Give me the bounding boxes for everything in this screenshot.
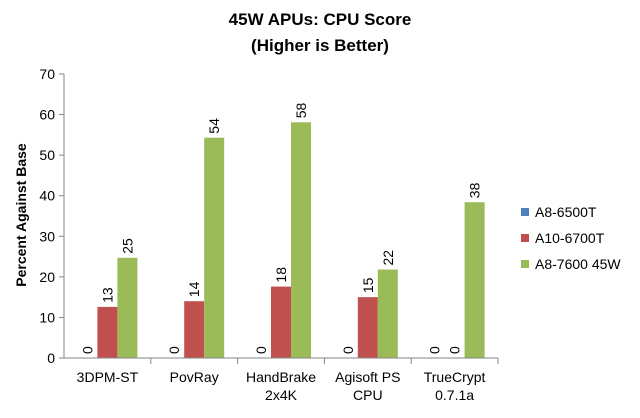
- data-label: 0: [166, 346, 182, 354]
- data-label: 18: [273, 267, 289, 283]
- data-label: 13: [99, 287, 115, 303]
- x-tick-label: Agisoft PS: [335, 369, 400, 385]
- data-label: 14: [186, 281, 202, 297]
- x-tick-label: TrueCrypt: [424, 369, 486, 385]
- bar: [97, 306, 118, 358]
- legend-label: A10-6700T: [535, 230, 605, 246]
- data-label: 58: [293, 102, 309, 118]
- y-tick-label: 0: [47, 350, 55, 366]
- legend: A8-6500T A10-6700T A8-7600 45W: [521, 204, 621, 272]
- x-tick-label: 3DPM-ST: [77, 369, 139, 385]
- chart-title: 45W APUs: CPU Score: [229, 10, 412, 29]
- y-tick-label: 60: [39, 107, 55, 123]
- bar: [204, 137, 225, 358]
- y-tick-label: 70: [39, 66, 55, 82]
- legend-swatch: [521, 208, 529, 216]
- y-tick-label: 10: [39, 309, 55, 325]
- x-tick-label: 0.7.1a: [435, 387, 474, 403]
- bar: [117, 257, 138, 358]
- data-label: 25: [119, 238, 135, 254]
- data-label: 0: [79, 346, 95, 354]
- y-tick-label: 20: [39, 269, 55, 285]
- chart-subtitle: (Higher is Better): [251, 36, 389, 55]
- bar: [377, 269, 398, 358]
- data-label: 15: [360, 277, 376, 293]
- legend-item: A8-6500T: [521, 204, 597, 220]
- legend-label: A8-7600 45W: [535, 256, 621, 272]
- y-axis-label: Percent Against Base: [13, 143, 29, 287]
- legend-swatch: [521, 234, 529, 242]
- y-tick-label: 50: [39, 147, 55, 163]
- x-tick-label: 2x4K: [265, 387, 298, 403]
- data-label: 54: [206, 118, 222, 134]
- data-label: 0: [253, 346, 269, 354]
- bar: [271, 286, 291, 358]
- y-tick-label: 30: [39, 228, 55, 244]
- data-label: 22: [380, 250, 396, 266]
- data-label: 0: [340, 346, 356, 354]
- legend-label: A8-6500T: [535, 204, 597, 220]
- x-tick-label: CPU: [353, 387, 383, 403]
- bar: [184, 301, 205, 358]
- x-tick-label: PovRay: [170, 369, 219, 385]
- x-tick-label: HandBrake: [246, 369, 316, 385]
- legend-swatch: [521, 260, 529, 268]
- plot-area: 0 10 20 30 40 50 60 70 0 13 25 3DPM-ST 0 14 54 PovRay 0 1…: [39, 66, 499, 403]
- bar: [464, 202, 485, 358]
- bar: [291, 122, 311, 358]
- data-label: 0: [427, 346, 443, 354]
- data-label: 0: [447, 346, 463, 354]
- legend-item: A10-6700T: [521, 230, 605, 246]
- bar: [357, 297, 378, 358]
- legend-item: A8-7600 45W: [521, 256, 621, 272]
- data-label: 38: [467, 182, 483, 198]
- y-tick-label: 40: [39, 188, 55, 204]
